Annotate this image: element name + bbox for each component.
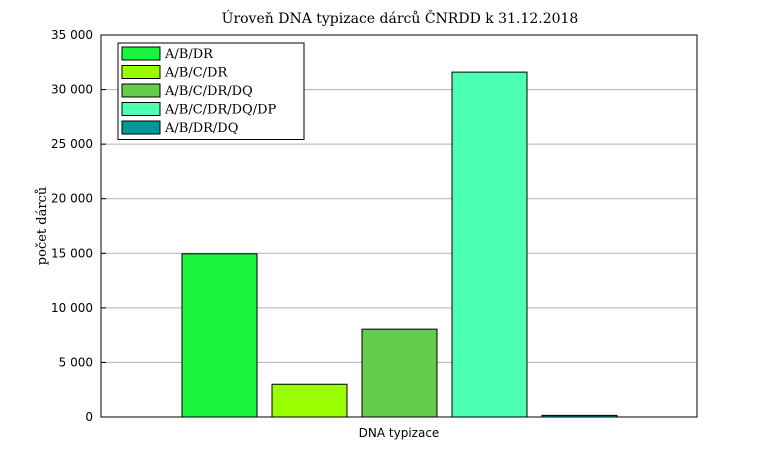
y-tick-label: 25 000 bbox=[51, 137, 93, 151]
legend-swatch bbox=[121, 65, 161, 79]
bar-a-b-dr bbox=[181, 253, 258, 418]
legend-swatch bbox=[121, 102, 161, 116]
legend-label: A/B/C/DR/DQ/DP bbox=[164, 103, 277, 118]
x-axis-label: DNA typizace bbox=[359, 426, 440, 440]
plot-frame bbox=[100, 34, 698, 418]
bars bbox=[181, 71, 618, 418]
legend: A/B/DR A/B/C/DR A/B/C/DR/DQ A/B/C/DR/DQ/DP A… bbox=[117, 42, 305, 140]
y-tick-label: 10 000 bbox=[51, 301, 93, 315]
y-axis-ticks: 0 5 000 10 000 15 000 20 000 25 000 30 000 35 0… bbox=[51, 28, 106, 424]
legend-label: A/B/DR/DQ bbox=[164, 121, 238, 136]
legend-label: A/B/C/DR/DQ bbox=[164, 84, 253, 99]
legend-swatch bbox=[121, 120, 161, 135]
legend-swatch bbox=[121, 46, 161, 61]
y-tick-label: 30 000 bbox=[51, 83, 93, 97]
legend-label: A/B/C/DR bbox=[164, 66, 228, 81]
y-tick-label: 5 000 bbox=[59, 355, 93, 369]
y-tick-label: 35 000 bbox=[51, 28, 93, 42]
y-tick-label: 20 000 bbox=[51, 192, 93, 206]
bar-a-b-c-dr-dq bbox=[361, 328, 438, 418]
y-tick-label: 0 bbox=[85, 410, 93, 424]
y-tick-label: 15 000 bbox=[51, 246, 93, 260]
bar-a-b-c-dr-dq-dp bbox=[451, 71, 528, 418]
chart-title: Úroveň DNA typizace dárců ČNRDD k 31.12.… bbox=[222, 9, 579, 27]
bar-a-b-c-dr bbox=[271, 383, 348, 418]
y-axis-label: počet dárců bbox=[34, 187, 50, 265]
legend-swatch bbox=[121, 83, 161, 98]
legend-label: A/B/DR bbox=[164, 47, 214, 62]
